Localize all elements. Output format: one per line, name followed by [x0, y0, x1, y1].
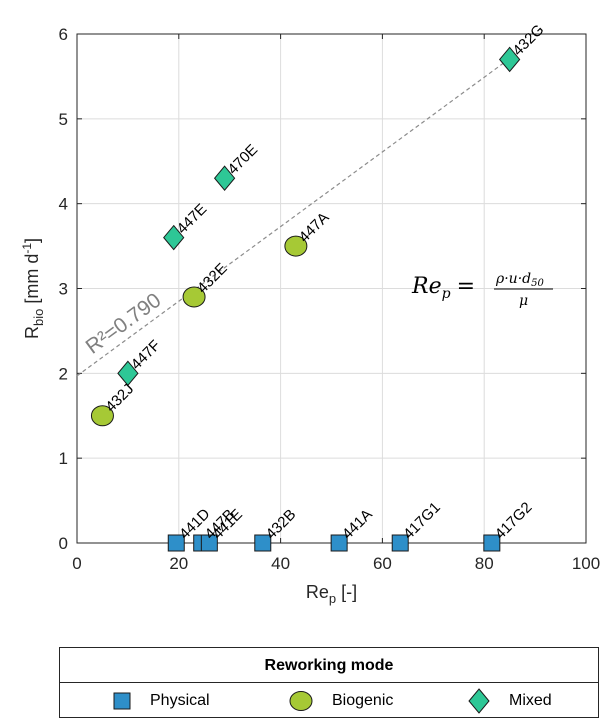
point-label: 432E [194, 260, 231, 297]
mixed-point [498, 46, 521, 73]
reynolds-formula: Rep = [411, 274, 475, 302]
x-tick-label: 80 [475, 554, 494, 573]
legend-item-biogenic: Biogenic [288, 684, 393, 718]
point-label: 441E [209, 506, 246, 543]
legend-label-physical: Physical [150, 692, 210, 709]
mixed-point [213, 165, 236, 191]
point-label: 417G1 [400, 499, 444, 543]
legend: Reworking mode Physical Biogenic Mixed [59, 647, 599, 718]
y-axis-label: Rbio [mm d-1] [20, 238, 46, 339]
point-label: 447A [296, 209, 333, 246]
physical-point [330, 534, 348, 552]
diamond-marker-icon [468, 688, 490, 714]
legend-label-mixed: Mixed [509, 692, 552, 709]
point-label: 441A [339, 506, 376, 543]
legend-item-physical: Physical [112, 684, 210, 718]
data-points [90, 46, 521, 552]
y-tick-label: 6 [59, 25, 68, 44]
y-tick-label: 5 [59, 110, 68, 129]
point-label: 417G2 [492, 499, 536, 543]
fit-line [76, 58, 511, 377]
physical-point [167, 534, 185, 552]
square-marker-icon [113, 692, 131, 710]
circle-marker-icon [289, 691, 313, 711]
biogenic-point [182, 286, 206, 308]
y-tick-label: 2 [59, 364, 68, 383]
mixed-point [163, 224, 185, 251]
axis-ticks: 0 20 40 60 80 100 0 1 2 3 4 5 6 [59, 25, 601, 573]
x-tick-label: 100 [572, 554, 600, 573]
x-tick-label: 0 [72, 554, 81, 573]
legend-title: Reworking mode [60, 648, 598, 683]
point-label: 470E [224, 141, 261, 178]
y-tick-label: 3 [59, 280, 68, 299]
physical-point [483, 534, 501, 552]
fit-line-group: R²=0.790 [76, 58, 511, 377]
physical-point [254, 534, 272, 552]
legend-item-mixed: Mixed [467, 684, 552, 718]
point-label: 447F [128, 337, 164, 373]
x-axis-label: Rep [-] [306, 582, 357, 606]
point-label: 432G [509, 21, 547, 59]
biogenic-point [284, 235, 308, 257]
mixed-point [117, 360, 139, 387]
y-tick-label: 0 [59, 534, 68, 553]
x-tick-label: 40 [271, 554, 290, 573]
y-tick-label: 1 [59, 449, 68, 468]
physical-point [391, 534, 409, 552]
x-tick-label: 20 [169, 554, 188, 573]
formula-denominator: μ [519, 293, 528, 309]
y-tick-label: 4 [59, 195, 68, 214]
biogenic-point [90, 405, 114, 427]
physical-point [200, 534, 218, 552]
formula-numerator: ρ·u·d50 [495, 271, 544, 289]
legend-label-biogenic: Biogenic [332, 692, 394, 709]
x-tick-label: 60 [373, 554, 392, 573]
